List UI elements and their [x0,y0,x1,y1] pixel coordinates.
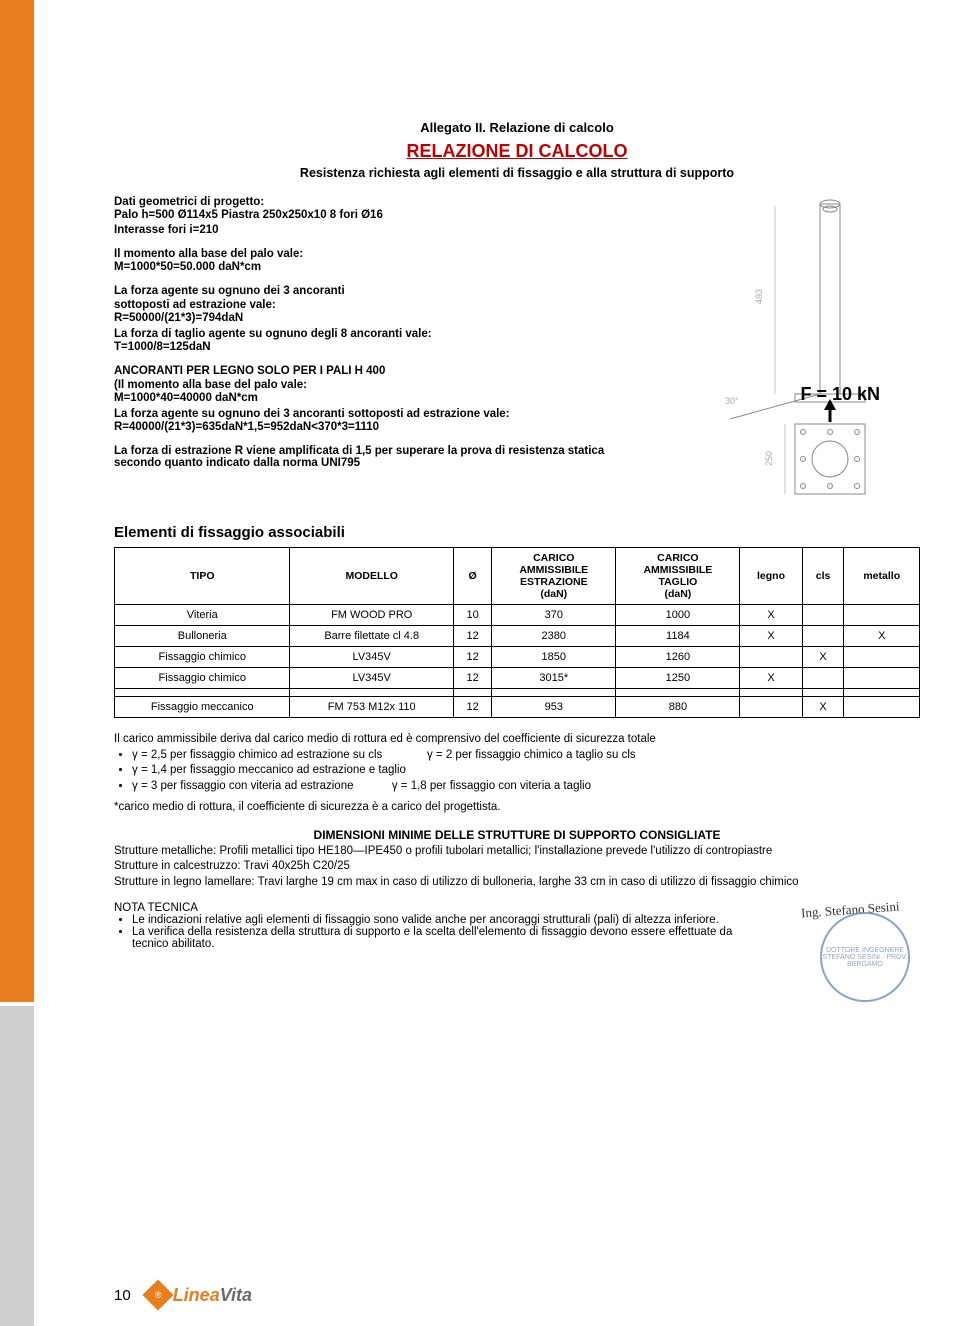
table-row: Viteria FM WOOD PRO 10 370 1000 X [115,605,920,626]
h2-label: 250 [764,451,774,466]
force-label: F = 10 kN [800,384,880,405]
th-tipo: TIPO [115,548,290,605]
note-item: γ = 3 per fissaggio con viteria ad estra… [132,779,920,795]
nota-text: NOTA TECNICA Le indicazioni relative agl… [114,902,740,1012]
content: Allegato II. Relazione di calcolo RELAZI… [34,0,960,1326]
stripe-orange [0,0,34,1002]
upper-columns: Dati geometrici di progetto: Palo h=500 … [114,194,920,514]
asterisk-note: *carico medio di rottura, il coefficient… [114,800,920,816]
legno-block: ANCORANTI PER LEGNO SOLO PER I PALI H 40… [114,365,650,435]
nota-item: La verifica della resistenza della strut… [132,926,740,950]
th-metallo: metallo [844,548,920,605]
geom-l2: Interasse fori i=210 [114,223,650,238]
nota-item: Le indicazioni relative agli elementi di… [132,914,740,926]
force3-l3: R=50000/(21*3)=794daN [114,311,650,326]
footer: 10 LineaVita [114,1284,252,1306]
geom-l1: Palo h=500 Ø114x5 Piastra 250x250x10 8 f… [114,208,650,223]
legno-l4: R=40000/(21*3)=635daN*1,5=952daN<370*3=1… [114,420,650,435]
text-column: Dati geometrici di progetto: Palo h=500 … [114,194,650,514]
stamp-area: Ing. Stefano Sesini DOTTORE INGEGNERE ST… [760,902,920,1012]
diagram-column: 30° 493 [670,194,920,514]
table-row-mecc: Fissaggio meccanico FM 753 M12x 110 12 9… [115,697,920,718]
table-spacer [115,689,920,697]
logo-text: LineaVita [173,1285,252,1306]
notes-block: Il carico ammissibile deriva dal carico … [114,732,920,816]
th-estr: CARICO AMMISSIBILE ESTRAZIONE (daN) [492,548,616,605]
legno-l2: M=1000*40=40000 daN*cm [114,391,650,406]
nota-tecnica-row: NOTA TECNICA Le indicazioni relative agl… [114,902,920,1012]
dims-title: DIMENSIONI MINIME DELLE STRUTTURE DI SUP… [114,828,920,842]
th-modello: MODELLO [290,548,453,605]
amp-l1: La forza di estrazione R viene amplifica… [114,445,650,469]
notes-list: γ = 2,5 per fissaggio chimico ad estrazi… [132,748,920,795]
legno-l3: La forza agente su ognuno dei 3 ancorant… [114,408,650,420]
moment-block: Il momento alla base del palo vale: M=10… [114,248,650,275]
geom-head: Dati geometrici di progetto: [114,196,650,208]
subtitle: Resistenza richiesta agli elementi di fi… [114,166,920,180]
geom-block: Dati geometrici di progetto: Palo h=500 … [114,196,650,238]
h1-label: 493 [754,289,764,304]
force3-block: La forza agente su ognuno dei 3 ancorant… [114,285,650,355]
tilt-label: 30° [725,396,739,406]
dims-block: Strutture metalliche: Profili metallici … [114,844,920,891]
legno-head: ANCORANTI PER LEGNO SOLO PER I PALI H 40… [114,365,650,377]
dims-l2: Strutture in calcestruzzo: Travi 40x25h … [114,859,920,875]
left-stripe [0,0,34,1326]
diagram-svg: 30° 493 [670,194,920,514]
force3-l4: La forza di taglio agente su ognuno degl… [114,328,650,340]
amp-block: La forza di estrazione R viene amplifica… [114,445,650,469]
force3-l2: sottoposti ad estrazione vale: [114,299,650,311]
moment-l1: M=1000*50=50.000 daN*cm [114,260,650,275]
stripe-grey [0,1006,34,1326]
notes-intro: Il carico ammissibile deriva dal carico … [114,732,920,748]
technical-diagram: 30° 493 [670,194,920,514]
table-body: Viteria FM WOOD PRO 10 370 1000 X Bullon… [115,605,920,718]
table-row: Fissaggio chimico LV345V 12 1850 1260 X [115,647,920,668]
table-row: Fissaggio chimico LV345V 12 3015* 1250 X [115,668,920,689]
nota-head: NOTA TECNICA [114,902,740,914]
note-item: γ = 1,4 per fissaggio meccanico ad estra… [132,763,920,779]
th-tag: CARICO AMMISSIBILE TAGLIO (daN) [616,548,740,605]
stamp-icon: DOTTORE INGEGNERE STEFANO SESINI · PROV.… [820,912,910,1002]
logo-diamond-icon [142,1279,173,1310]
nota-list: Le indicazioni relative agli elementi di… [132,914,740,950]
legno-l1: (Il momento alla base del palo vale: [114,379,650,391]
th-cls: cls [802,548,844,605]
dims-l1: Strutture metalliche: Profili metallici … [114,844,920,860]
logo: LineaVita [147,1284,252,1306]
dims-l3: Strutture in legno lamellare: Travi larg… [114,875,920,891]
force3-l5: T=1000/8=125daN [114,340,650,355]
allegato-title: Allegato II. Relazione di calcolo [114,120,920,135]
th-legno: legno [740,548,802,605]
note-item: γ = 2,5 per fissaggio chimico ad estrazi… [132,748,920,764]
th-dia: Ø [453,548,491,605]
page: Allegato II. Relazione di calcolo RELAZI… [0,0,960,1326]
moment-head: Il momento alla base del palo vale: [114,248,650,260]
table-row: Bulloneria Barre filettate cl 4.8 12 238… [115,626,920,647]
table-title: Elementi di fissaggio associabili [114,524,920,541]
main-title: RELAZIONE DI CALCOLO [114,141,920,162]
force3-head: La forza agente su ognuno dei 3 ancorant… [114,285,650,297]
page-number: 10 [114,1287,131,1304]
fixings-table: TIPO MODELLO Ø CARICO AMMISSIBILE ESTRAZ… [114,547,920,718]
